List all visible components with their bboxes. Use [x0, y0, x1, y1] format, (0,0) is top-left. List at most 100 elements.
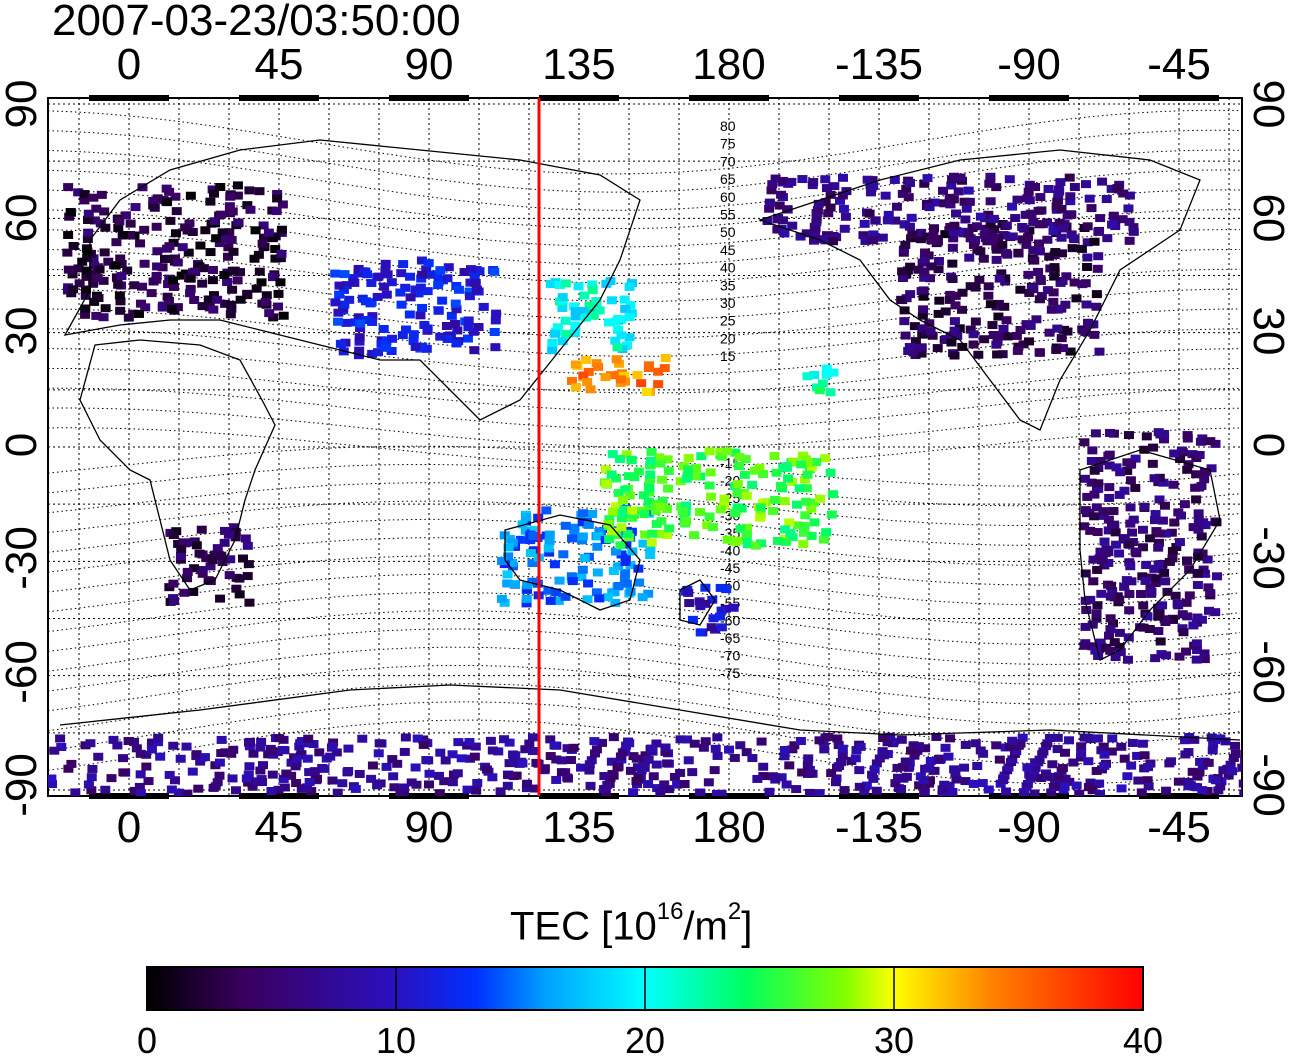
tec-cell [93, 752, 104, 761]
tec-cell [152, 262, 163, 271]
tec-cell [172, 303, 183, 312]
tec-cell [83, 216, 94, 225]
tec-cell [1095, 456, 1106, 465]
tec-cell [1093, 252, 1104, 261]
tec-cell [950, 301, 961, 310]
tec-cell [715, 447, 726, 456]
tec-cell [1059, 748, 1070, 757]
mlat-label: 40 [720, 260, 736, 276]
tec-cell [703, 778, 714, 787]
tec-cell [1099, 761, 1110, 770]
tec-cell [151, 271, 162, 280]
tec-cell [421, 756, 432, 765]
tec-cell [566, 572, 577, 581]
tec-cell [203, 576, 214, 585]
tec-cell [81, 266, 92, 275]
tec-cell [570, 321, 581, 330]
colorbar-title: TEC [1016/m2] [510, 898, 752, 949]
tec-cell [1128, 223, 1139, 232]
tec-cell [367, 312, 378, 321]
tec-cell [291, 759, 302, 768]
tec-cell [242, 541, 253, 550]
tec-cell [168, 530, 179, 539]
tec-cell [766, 186, 777, 195]
tec-cell [1086, 204, 1097, 213]
tec-cell [330, 298, 341, 307]
tec-cell [185, 274, 196, 283]
tec-cell [791, 785, 802, 794]
tec-cell [275, 254, 286, 263]
tec-cell [608, 733, 619, 742]
tec-cell [442, 274, 453, 283]
tec-cell [909, 751, 920, 760]
tec-cell [905, 746, 916, 755]
tec-cell [615, 541, 626, 550]
tec-cell [130, 203, 141, 212]
tec-cell [1067, 244, 1078, 253]
tec-cell [73, 188, 84, 197]
tec-cell [919, 267, 930, 276]
tec-cell [1238, 779, 1242, 788]
tec-cell [628, 788, 639, 796]
tec-cell [681, 474, 692, 483]
lon-tick-label: -45 [1147, 40, 1211, 89]
tec-cell [1130, 483, 1141, 492]
tec-cell [80, 291, 91, 300]
tec-cell [584, 766, 595, 775]
tec-cell [1091, 614, 1102, 623]
tec-cell [1036, 206, 1047, 215]
tec-cell [1126, 761, 1137, 770]
tec-cell [1038, 747, 1049, 756]
tec-cell [1199, 655, 1210, 664]
tec-cell [1049, 263, 1060, 272]
tec-cell [243, 778, 254, 787]
tec-cell [896, 735, 907, 744]
tec-cell [829, 182, 840, 191]
tec-cell [549, 560, 560, 569]
mlat-contour [48, 229, 1241, 284]
tec-cell [1190, 483, 1201, 492]
tec-cell [592, 568, 603, 577]
tec-cell [286, 758, 297, 767]
lat-tick-label: 90 [1244, 79, 1292, 129]
tec-cell [1057, 224, 1068, 233]
lat-tick-label: 0 [0, 432, 46, 457]
tec-cell [603, 318, 614, 327]
tec-cell [601, 279, 612, 288]
tec-cell [896, 785, 907, 794]
tec-cell [373, 749, 384, 758]
tec-cell [655, 788, 666, 796]
tec-cell [722, 535, 733, 544]
tec-cell [854, 782, 865, 791]
tec-cell [1211, 572, 1222, 581]
tec-cell [772, 225, 783, 234]
tec-cell [623, 737, 634, 746]
tec-cell [99, 207, 110, 216]
tec-cell [594, 594, 605, 603]
tec-cell [608, 507, 619, 516]
tec-cell [182, 574, 193, 583]
tec-cell [1213, 786, 1224, 795]
tec-cell [599, 772, 610, 781]
tec-cell [1015, 739, 1026, 748]
tec-cell [1153, 626, 1164, 635]
tec-cell [877, 233, 888, 242]
tec-cell [1082, 262, 1093, 271]
tec-cell [742, 540, 753, 549]
tec-cell [113, 223, 124, 232]
tec-cell [1220, 737, 1231, 746]
tec-cell [181, 742, 192, 751]
tec-cell [775, 481, 786, 490]
tec-cell [276, 249, 287, 258]
tec-cell [111, 238, 122, 247]
tec-cell [521, 594, 532, 603]
tec-cell [1079, 641, 1090, 650]
tec-cell [868, 774, 879, 783]
tec-cell [1178, 628, 1189, 637]
tec-cell [423, 259, 434, 268]
tec-cell [659, 780, 670, 789]
tec-cell [1036, 773, 1047, 782]
tec-cell [99, 248, 110, 257]
tec-cell [578, 307, 589, 316]
tec-cell [115, 297, 126, 306]
